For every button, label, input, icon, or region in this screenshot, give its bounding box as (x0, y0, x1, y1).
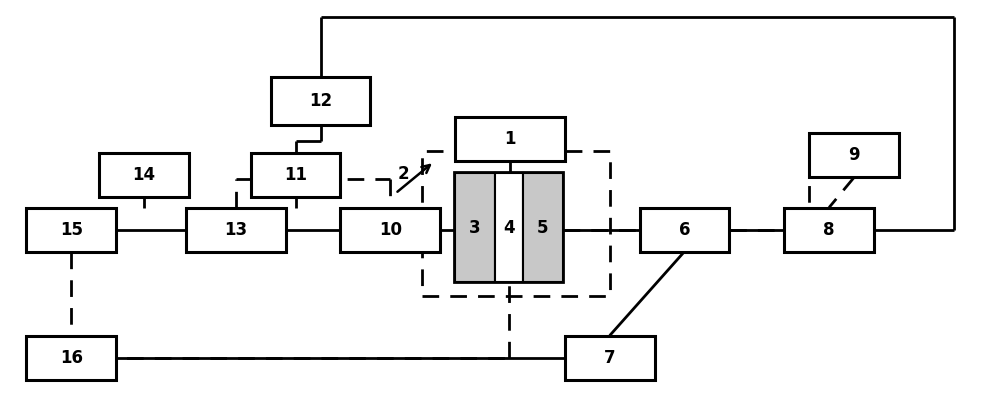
Text: 14: 14 (132, 166, 156, 185)
Text: 12: 12 (309, 92, 332, 110)
Bar (26, 336, 116, 380)
Text: 6: 6 (679, 220, 690, 239)
Text: 15: 15 (60, 220, 83, 239)
Text: 8: 8 (823, 220, 835, 239)
Text: 16: 16 (60, 349, 83, 367)
Text: 10: 10 (379, 220, 402, 239)
Bar (455, 173, 563, 282)
Text: 5: 5 (537, 218, 549, 237)
Bar (455, 173, 495, 282)
Text: 13: 13 (224, 220, 247, 239)
Text: 11: 11 (284, 166, 307, 185)
Text: 7: 7 (604, 349, 616, 367)
Bar (809, 133, 899, 177)
Text: 3: 3 (469, 218, 481, 237)
Bar (784, 208, 874, 251)
Text: 2: 2 (397, 166, 409, 183)
Bar (340, 208, 440, 251)
Bar (640, 208, 729, 251)
Bar (523, 173, 563, 282)
Bar (422, 152, 610, 295)
Bar (495, 173, 523, 282)
Text: 4: 4 (503, 218, 515, 237)
Bar (251, 154, 340, 197)
Text: 9: 9 (848, 146, 860, 164)
Text: 1: 1 (504, 131, 516, 148)
Bar (99, 154, 189, 197)
Bar (271, 77, 370, 125)
Bar (455, 117, 565, 162)
Bar (565, 336, 655, 380)
Bar (186, 208, 286, 251)
Bar (26, 208, 116, 251)
